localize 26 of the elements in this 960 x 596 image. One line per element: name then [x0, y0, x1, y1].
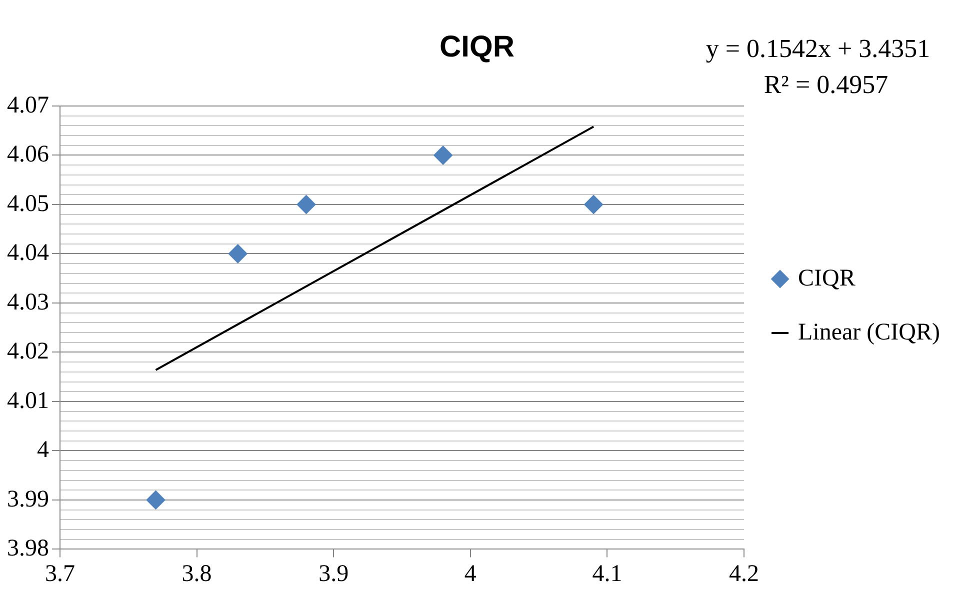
x-tick-label: 4.1 — [592, 560, 622, 587]
point — [228, 244, 248, 264]
y-tick-label: 4 — [37, 437, 49, 464]
legend-label: CIQR — [798, 265, 856, 292]
x-tick-label: 3.7 — [45, 560, 75, 587]
point — [296, 194, 316, 214]
legend-label: Linear (CIQR) — [798, 319, 940, 346]
chart-title: CIQR — [440, 30, 515, 64]
y-tick-label: 4.06 — [7, 142, 49, 168]
point — [584, 194, 604, 214]
y-tick-label: 3.99 — [7, 486, 49, 512]
point — [146, 490, 166, 510]
x-tick-label: 4.2 — [729, 560, 760, 587]
text: y = 0.1542x + 3.4351 — [706, 34, 930, 63]
y-tick-label: 4.03 — [7, 289, 49, 316]
text: R² = 0.4957 — [764, 70, 888, 99]
point — [434, 146, 453, 165]
y-tick-label: 4.01 — [7, 388, 49, 414]
y-tick-label: 4.07 — [7, 92, 49, 118]
y-tick-label: 4.02 — [7, 338, 49, 365]
y-tick-label: 4.04 — [7, 240, 49, 266]
x-tick-label: 3.8 — [182, 560, 212, 587]
y-tick-label: 3.98 — [7, 535, 49, 562]
x-tick-label: 3.9 — [318, 560, 349, 587]
y-tick-label: 4.05 — [7, 190, 49, 217]
x-tick-label: 4 — [464, 560, 476, 587]
